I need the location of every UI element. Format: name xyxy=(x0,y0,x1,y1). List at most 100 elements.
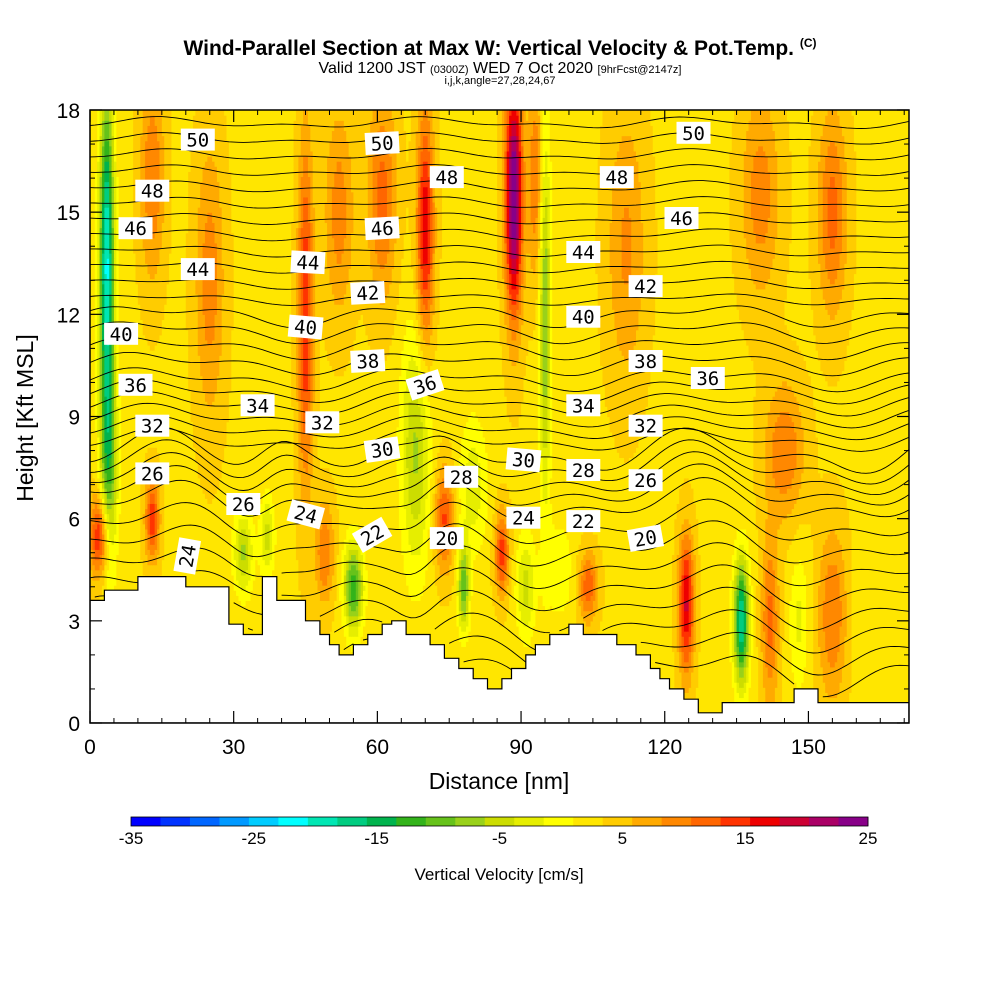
velocity-cell xyxy=(722,661,726,668)
velocity-cell xyxy=(671,682,675,688)
velocity-cell xyxy=(762,692,766,699)
velocity-cell xyxy=(827,666,831,673)
velocity-cell xyxy=(810,651,814,658)
velocity-cell xyxy=(877,651,881,658)
velocity-cell xyxy=(738,656,742,663)
velocity-cell xyxy=(885,677,889,683)
velocity-cell xyxy=(664,651,668,658)
velocity-cell xyxy=(703,692,707,699)
velocity-cell xyxy=(767,692,771,699)
velocity-cell xyxy=(846,687,850,693)
velocity-cell xyxy=(738,692,742,699)
velocity-cell xyxy=(717,666,721,673)
velocity-cell xyxy=(853,671,857,678)
velocity-cell xyxy=(477,646,481,653)
velocity-cell xyxy=(731,656,735,663)
velocity-cell xyxy=(846,656,850,663)
velocity-cell xyxy=(727,651,730,658)
velocity-cell xyxy=(858,651,862,658)
velocity-cell xyxy=(693,656,697,663)
velocity-cell xyxy=(482,666,486,673)
velocity-cell xyxy=(743,651,747,658)
velocity-cell xyxy=(727,656,730,663)
velocity-cell xyxy=(492,666,496,673)
velocity-cell xyxy=(803,677,807,683)
velocity-cell xyxy=(813,682,817,688)
velocity-cell xyxy=(794,682,798,688)
velocity-cell xyxy=(887,687,891,693)
velocity-cell xyxy=(758,651,762,658)
velocity-cell xyxy=(724,656,728,663)
velocity-cell xyxy=(889,666,893,673)
velocity-cell xyxy=(815,666,819,673)
velocity-cell xyxy=(717,677,721,683)
velocity-cell xyxy=(736,687,740,693)
velocity-cell xyxy=(679,666,683,673)
velocity-cell xyxy=(693,666,697,673)
velocity-cell xyxy=(669,677,673,683)
velocity-cell xyxy=(693,682,697,688)
velocity-cell xyxy=(899,661,903,668)
velocity-cell xyxy=(695,687,699,693)
velocity-cell xyxy=(497,677,501,683)
velocity-cell xyxy=(717,702,721,709)
velocity-cell xyxy=(703,671,707,678)
velocity-cell xyxy=(719,682,723,688)
velocity-cell xyxy=(743,656,747,663)
velocity-cell xyxy=(839,687,843,693)
velocity-cell xyxy=(897,682,901,688)
velocity-cell xyxy=(767,677,771,683)
velocity-cell xyxy=(497,656,501,663)
velocity-cell xyxy=(880,692,884,699)
velocity-cell xyxy=(870,666,874,673)
velocity-cell xyxy=(698,707,702,714)
velocity-cell xyxy=(746,666,750,673)
velocity-cell xyxy=(676,656,680,663)
velocity-cell xyxy=(892,656,896,663)
velocity-cell xyxy=(889,687,893,693)
velocity-cell xyxy=(906,656,909,663)
velocity-cell xyxy=(897,651,901,658)
velocity-cell xyxy=(710,671,714,678)
velocity-cell xyxy=(698,692,702,699)
velocity-cell xyxy=(822,666,826,673)
velocity-cell xyxy=(870,656,874,663)
velocity-cell xyxy=(659,656,663,663)
velocity-cell xyxy=(746,682,750,688)
velocity-cell xyxy=(818,697,821,704)
velocity-cell xyxy=(861,661,865,668)
velocity-cell xyxy=(511,646,515,653)
velocity-cell xyxy=(906,677,909,683)
velocity-cell xyxy=(691,682,695,688)
velocity-cell xyxy=(822,697,826,704)
velocity-cell xyxy=(837,677,841,683)
velocity-cell xyxy=(724,651,728,658)
velocity-cell xyxy=(695,692,699,699)
velocity-cell xyxy=(662,656,666,663)
velocity-cell xyxy=(731,651,735,658)
velocity-cell xyxy=(703,697,707,704)
velocity-cell xyxy=(705,677,709,683)
velocity-cell xyxy=(348,646,352,653)
velocity-cell xyxy=(753,661,757,668)
velocity-cell xyxy=(676,651,680,658)
velocity-cell xyxy=(904,671,908,678)
velocity-cell xyxy=(796,677,800,683)
velocity-cell xyxy=(753,666,757,673)
velocity-cell xyxy=(875,651,879,658)
velocity-cell xyxy=(449,646,453,653)
velocity-cell xyxy=(671,661,675,668)
velocity-cell xyxy=(844,656,848,663)
velocity-cell xyxy=(480,661,484,668)
velocity-cell xyxy=(841,661,845,668)
velocity-cell xyxy=(786,666,790,673)
velocity-cell xyxy=(760,671,764,678)
velocity-cell xyxy=(786,697,790,704)
velocity-cell xyxy=(700,661,704,668)
velocity-cell xyxy=(671,671,675,678)
velocity-cell xyxy=(844,682,848,688)
velocity-cell xyxy=(851,677,855,683)
velocity-cell xyxy=(698,661,702,668)
velocity-cell xyxy=(765,661,769,668)
velocity-cell xyxy=(688,692,692,699)
